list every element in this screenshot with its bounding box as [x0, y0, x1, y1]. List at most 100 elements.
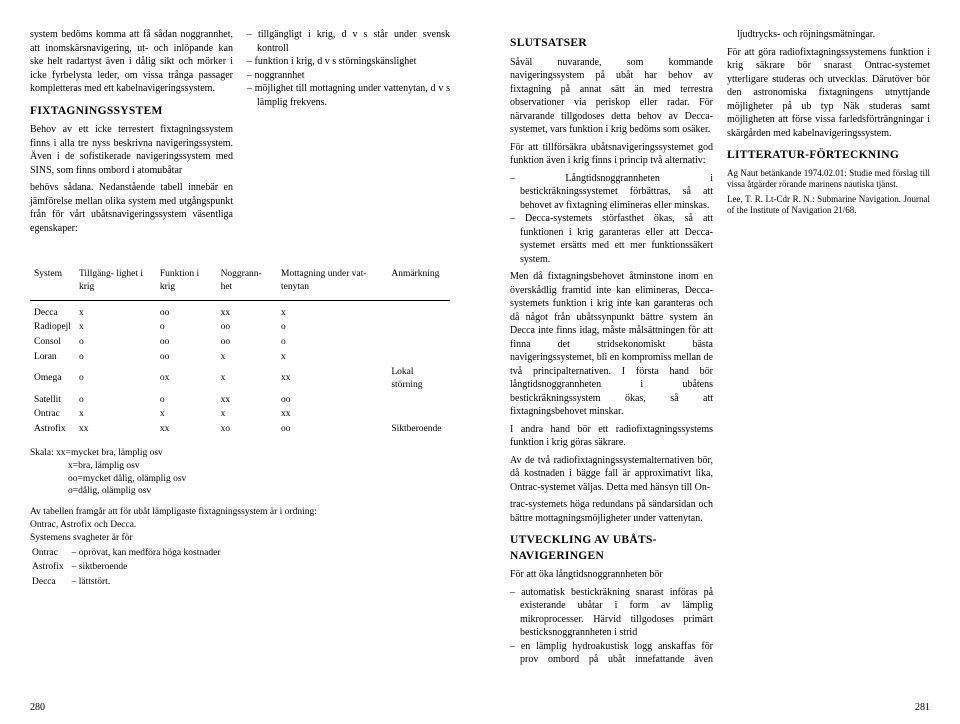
- table-cell: [387, 320, 450, 335]
- slut-li2: Decca-systemets störfasthet ökas, så att…: [510, 212, 713, 266]
- table-row: Decca– lättstört.: [32, 576, 226, 589]
- table-cell: o: [277, 320, 387, 335]
- table-cell: oo: [277, 393, 387, 408]
- table-cell: Satellit: [30, 393, 75, 408]
- table-cell: x: [156, 407, 217, 422]
- table-cell: Omega: [30, 365, 75, 393]
- table-cell: xx: [75, 422, 156, 437]
- table-cell: Consol: [30, 335, 75, 350]
- table-cell: o: [156, 320, 217, 335]
- table-cell: x: [277, 350, 387, 365]
- comparison-table: System Tillgäng- lighet i krig Funktion …: [30, 268, 450, 437]
- table-cell: Decca: [30, 300, 75, 320]
- legend-4: o=dålig, olämplig osv: [30, 485, 450, 498]
- table-row: Consoloooooo: [30, 335, 450, 350]
- right-columns: SLUTSATSER Såväl nuvarande, som kommande…: [510, 28, 930, 668]
- table-cell: oo: [156, 350, 217, 365]
- table-cell: xx: [217, 393, 277, 408]
- utv-p1: För att öka långtidsnoggrannheten bör: [510, 568, 713, 582]
- table-cell: ox: [156, 365, 217, 393]
- utv-p2: För att göra radiofixtagningssystemens f…: [727, 46, 930, 141]
- slut-p6: trac-systemets höga redundans på sändars…: [510, 498, 713, 525]
- table-cell: xx: [217, 300, 277, 320]
- table-row: Loranoooxx: [30, 350, 450, 365]
- table-cell: – oprövat, kan medföra höga kostnader: [72, 547, 227, 560]
- th-noggrann: Noggrann- het: [217, 268, 277, 300]
- comparison-tbody: DeccaxooxxxRadiopejlxooooConsolooooooLor…: [30, 300, 450, 437]
- table-row: Astrofix– siktberoende: [32, 561, 226, 574]
- slut-li1: Långtidsnoggrannheten i bestickräkningss…: [510, 172, 713, 213]
- left-page: system bedöms komma att få sådan noggran…: [0, 0, 480, 724]
- table-cell: x: [75, 407, 156, 422]
- table-row: AstrofixxxxxxoooSiktberoende: [30, 422, 450, 437]
- table-cell: x: [75, 320, 156, 335]
- table-cell: [387, 407, 450, 422]
- th-funktion: Funktion i krig: [156, 268, 217, 300]
- ordering-block: Av tabellen framgår att för ubåt lämplig…: [30, 506, 450, 591]
- fix-list-item: möjlighet till mottagning under vattenyt…: [247, 82, 450, 109]
- table-cell: oo: [156, 300, 217, 320]
- legend: Skala: xx=mycket bra, lämplig osv x=bra,…: [30, 447, 450, 498]
- table-row: Ontracxxxxx: [30, 407, 450, 422]
- table-cell: Radiopejl: [30, 320, 75, 335]
- table-row: Satellitooxxoo: [30, 393, 450, 408]
- th-anmarkning: Anmärkning: [387, 268, 450, 300]
- table-cell: Lokal störning: [387, 365, 450, 393]
- table-cell: oo: [277, 422, 387, 437]
- table-cell: x: [75, 300, 156, 320]
- table-cell: o: [75, 350, 156, 365]
- table-cell: [387, 300, 450, 320]
- table-cell: x: [217, 365, 277, 393]
- table-cell: Astrofix: [32, 561, 70, 574]
- fix-list: tillgängligt i krig, d v s står under sv…: [247, 28, 450, 109]
- slut-p2: För att tillförsäkra ubåtsnavigeringssys…: [510, 141, 713, 168]
- legend-1: xx=mycket bra, lämplig osv: [56, 448, 163, 458]
- table-cell: Astrofix: [30, 422, 75, 437]
- table-cell: xx: [277, 407, 387, 422]
- table-cell: Ontrac: [32, 547, 70, 560]
- ref-2: Lee, T. R. Lt-Cdr R. N.: Submarine Navig…: [727, 194, 930, 217]
- ordering-line-2: Ontrac, Astrofix och Decca.: [30, 519, 450, 532]
- fix-paragraph-1: Behov av ett icke terrestert fixtagnings…: [30, 123, 233, 177]
- legend-3: oo=mycket dålig, olämplig osv: [30, 473, 450, 486]
- table-cell: oo: [217, 320, 277, 335]
- table-row: Ontrac– oprövat, kan medföra höga kostna…: [32, 547, 226, 560]
- th-tillgang: Tillgäng- lighet i krig: [75, 268, 156, 300]
- legend-label: Skala:: [30, 448, 54, 458]
- table-cell: x: [217, 350, 277, 365]
- slut-p5: Av de två radiofixtagningssystemalternat…: [510, 454, 713, 495]
- heading-slutsatser: SLUTSATSER: [510, 36, 713, 52]
- table-cell: xx: [156, 422, 217, 437]
- fix-list-item: funktion i krig, d v s störningskänsligh…: [247, 55, 450, 69]
- table-cell: Loran: [30, 350, 75, 365]
- page-number-left: 280: [30, 701, 45, 715]
- heading-litteratur: LITTERATUR-FÖRTECKNING: [727, 148, 930, 164]
- fix-paragraph-2: behövs sådana. Nedanstående tabell inneb…: [30, 181, 233, 235]
- table-cell: o: [75, 365, 156, 393]
- table-cell: [387, 350, 450, 365]
- heading-fixtagning: FIXTAGNINGSSYSTEM: [30, 104, 233, 120]
- table-cell: – siktberoende: [72, 561, 227, 574]
- page-spread: system bedöms komma att få sådan noggran…: [0, 0, 960, 724]
- table-cell: Siktberoende: [387, 422, 450, 437]
- table-cell: [387, 393, 450, 408]
- table-cell: [387, 335, 450, 350]
- table-cell: – lättstört.: [72, 576, 227, 589]
- legend-2: x=bra, lämplig osv: [30, 460, 450, 473]
- slut-p4: I andra hand bör ett radiofixtagningssys…: [510, 423, 713, 450]
- heading-utveckling: UTVECKLING AV UBÅTS-NAVIGERINGEN: [510, 533, 713, 564]
- ref-1: Ag Naut betänkande 1974.02.01: Studie me…: [727, 168, 930, 191]
- table-cell: o: [277, 335, 387, 350]
- table-row: OmegaooxxxxLokal störning: [30, 365, 450, 393]
- slut-p1: Såväl nuvarande, som kommande navigering…: [510, 56, 713, 137]
- weaknesses-tbody: Ontrac– oprövat, kan medföra höga kostna…: [32, 547, 226, 589]
- table-cell: oo: [156, 335, 217, 350]
- table-cell: xx: [277, 365, 387, 393]
- th-system: System: [30, 268, 75, 300]
- table-cell: o: [75, 335, 156, 350]
- table-cell: o: [156, 393, 217, 408]
- right-page: SLUTSATSER Såväl nuvarande, som kommande…: [480, 0, 960, 724]
- table-cell: oo: [217, 335, 277, 350]
- table-cell: o: [75, 393, 156, 408]
- weaknesses-head: Systemens svagheter är för: [30, 532, 450, 545]
